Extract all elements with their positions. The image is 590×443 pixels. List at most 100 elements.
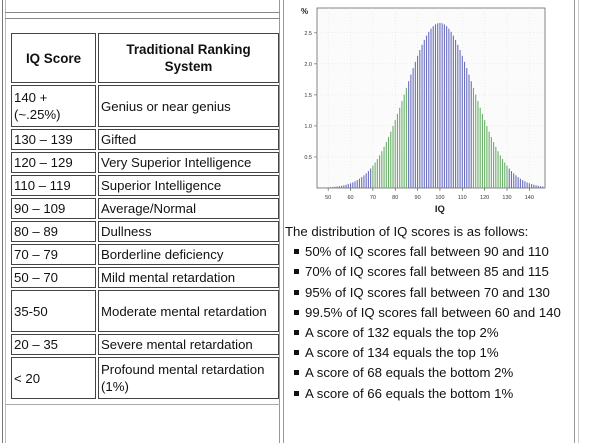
- bullet-icon: [294, 350, 299, 355]
- bar: [346, 185, 347, 188]
- bullet-icon: [294, 370, 299, 375]
- table-row: 130 – 139 Gifted: [11, 129, 279, 150]
- bar: [466, 68, 467, 188]
- bar: [484, 120, 485, 188]
- bar: [477, 101, 478, 188]
- y-axis-label: %: [301, 7, 308, 16]
- bar: [433, 26, 434, 188]
- bar: [448, 29, 449, 188]
- page-border-left-inner: [5, 0, 6, 443]
- y-tick-label: 0.5: [304, 155, 312, 161]
- bar: [381, 151, 382, 188]
- distribution-section: The distribution of IQ scores is as foll…: [285, 222, 573, 404]
- bar: [430, 29, 431, 188]
- x-tick-label: 120: [480, 195, 489, 201]
- iq-score-cell: 130 – 139: [11, 129, 96, 150]
- column-divider-inner: [283, 0, 284, 443]
- bar: [377, 159, 378, 188]
- page-border-left: [2, 0, 3, 443]
- x-tick-label: 110: [458, 195, 467, 201]
- bar: [415, 62, 416, 188]
- bar: [339, 186, 340, 188]
- iq-ranking-table: IQ Score Traditional Ranking System 140 …: [9, 31, 281, 401]
- bar: [542, 187, 543, 188]
- x-tick-label: 100: [435, 195, 444, 201]
- bar: [509, 168, 510, 188]
- bullet-icon: [294, 269, 299, 274]
- bar: [361, 177, 362, 188]
- table-row: 110 – 119 Superior Intelligence: [11, 175, 279, 196]
- list-item-text: A score of 134 equals the top 1%: [305, 345, 499, 360]
- bar: [368, 171, 369, 188]
- iq-score-cell: 90 – 109: [11, 198, 96, 219]
- bar: [388, 137, 389, 188]
- iq-score-cell: 120 – 129: [11, 152, 96, 173]
- bar: [540, 186, 541, 188]
- bar: [480, 108, 481, 188]
- x-tick-label: 140: [525, 195, 534, 201]
- bar: [502, 159, 503, 188]
- bar: [332, 187, 333, 188]
- y-tick-label: 2.5: [304, 31, 312, 37]
- bar: [372, 166, 373, 188]
- ranking-cell: Superior Intelligence: [98, 175, 279, 196]
- bar: [457, 45, 458, 188]
- bar: [464, 62, 465, 188]
- bar: [462, 56, 463, 188]
- bar: [460, 50, 461, 188]
- bar: [475, 95, 476, 188]
- bar: [406, 88, 407, 188]
- iq-score-cell: < 20: [11, 357, 96, 399]
- iq-distribution-chart: 50 60 70 80 90 100 110 120 130 1400.51.01.52.02.5…: [287, 0, 551, 218]
- bar: [384, 147, 385, 188]
- bar: [489, 132, 490, 188]
- bar: [334, 187, 335, 188]
- bar: [522, 180, 523, 188]
- table-row: < 20 Profound mental retardation (1%): [11, 357, 279, 399]
- table-row: 35-50 Moderate mental retardation: [11, 290, 279, 332]
- bar: [341, 186, 342, 188]
- y-tick-label: 1.0: [304, 124, 312, 130]
- ranking-cell: Borderline deficiency: [98, 244, 279, 265]
- table-row: 140 + (~.25%) Genius or near genius: [11, 85, 279, 127]
- bar: [491, 137, 492, 188]
- bar: [337, 187, 338, 188]
- list-item: 95% of IQ scores fall between 70 and 130: [285, 283, 573, 303]
- bar: [473, 88, 474, 188]
- bar: [442, 23, 443, 188]
- bar: [397, 114, 398, 188]
- header-iq-score: IQ Score: [11, 33, 96, 83]
- bullet-icon: [294, 391, 299, 396]
- bar: [330, 187, 331, 188]
- bar: [529, 183, 530, 188]
- y-tick-label: 1.5: [304, 93, 312, 99]
- iq-score-cell: 35-50: [11, 290, 96, 332]
- bar: [506, 166, 507, 188]
- bar: [446, 26, 447, 188]
- x-axis-label: IQ: [435, 204, 445, 215]
- bullet-icon: [294, 310, 299, 315]
- bar: [437, 23, 438, 188]
- list-item-text: 99.5% of IQ scores fall between 60 and 1…: [305, 305, 561, 320]
- bar: [498, 151, 499, 188]
- bar: [451, 32, 452, 188]
- bar: [379, 155, 380, 188]
- table-frame-bottom: [5, 404, 280, 405]
- bar: [518, 177, 519, 188]
- bar: [375, 163, 376, 188]
- table-row: 70 – 79 Borderline deficiency: [11, 244, 279, 265]
- bar: [471, 81, 472, 188]
- bar: [504, 163, 505, 188]
- page-border-right: [574, 0, 575, 443]
- bar: [417, 56, 418, 188]
- bar: [524, 181, 525, 188]
- ranking-cell: Dullness: [98, 221, 279, 242]
- page-border-right-outer: [578, 0, 579, 443]
- list-item: 70% of IQ scores fall between 85 and 115: [285, 262, 573, 282]
- list-item-text: 70% of IQ scores fall between 85 and 115: [305, 264, 549, 279]
- y-tick-label: 2.0: [304, 62, 312, 68]
- x-tick-label: 70: [370, 195, 376, 201]
- bar: [439, 23, 440, 188]
- table-frame-top-inner: [5, 18, 280, 19]
- list-item-text: 95% of IQ scores fall between 70 and 130: [305, 285, 550, 300]
